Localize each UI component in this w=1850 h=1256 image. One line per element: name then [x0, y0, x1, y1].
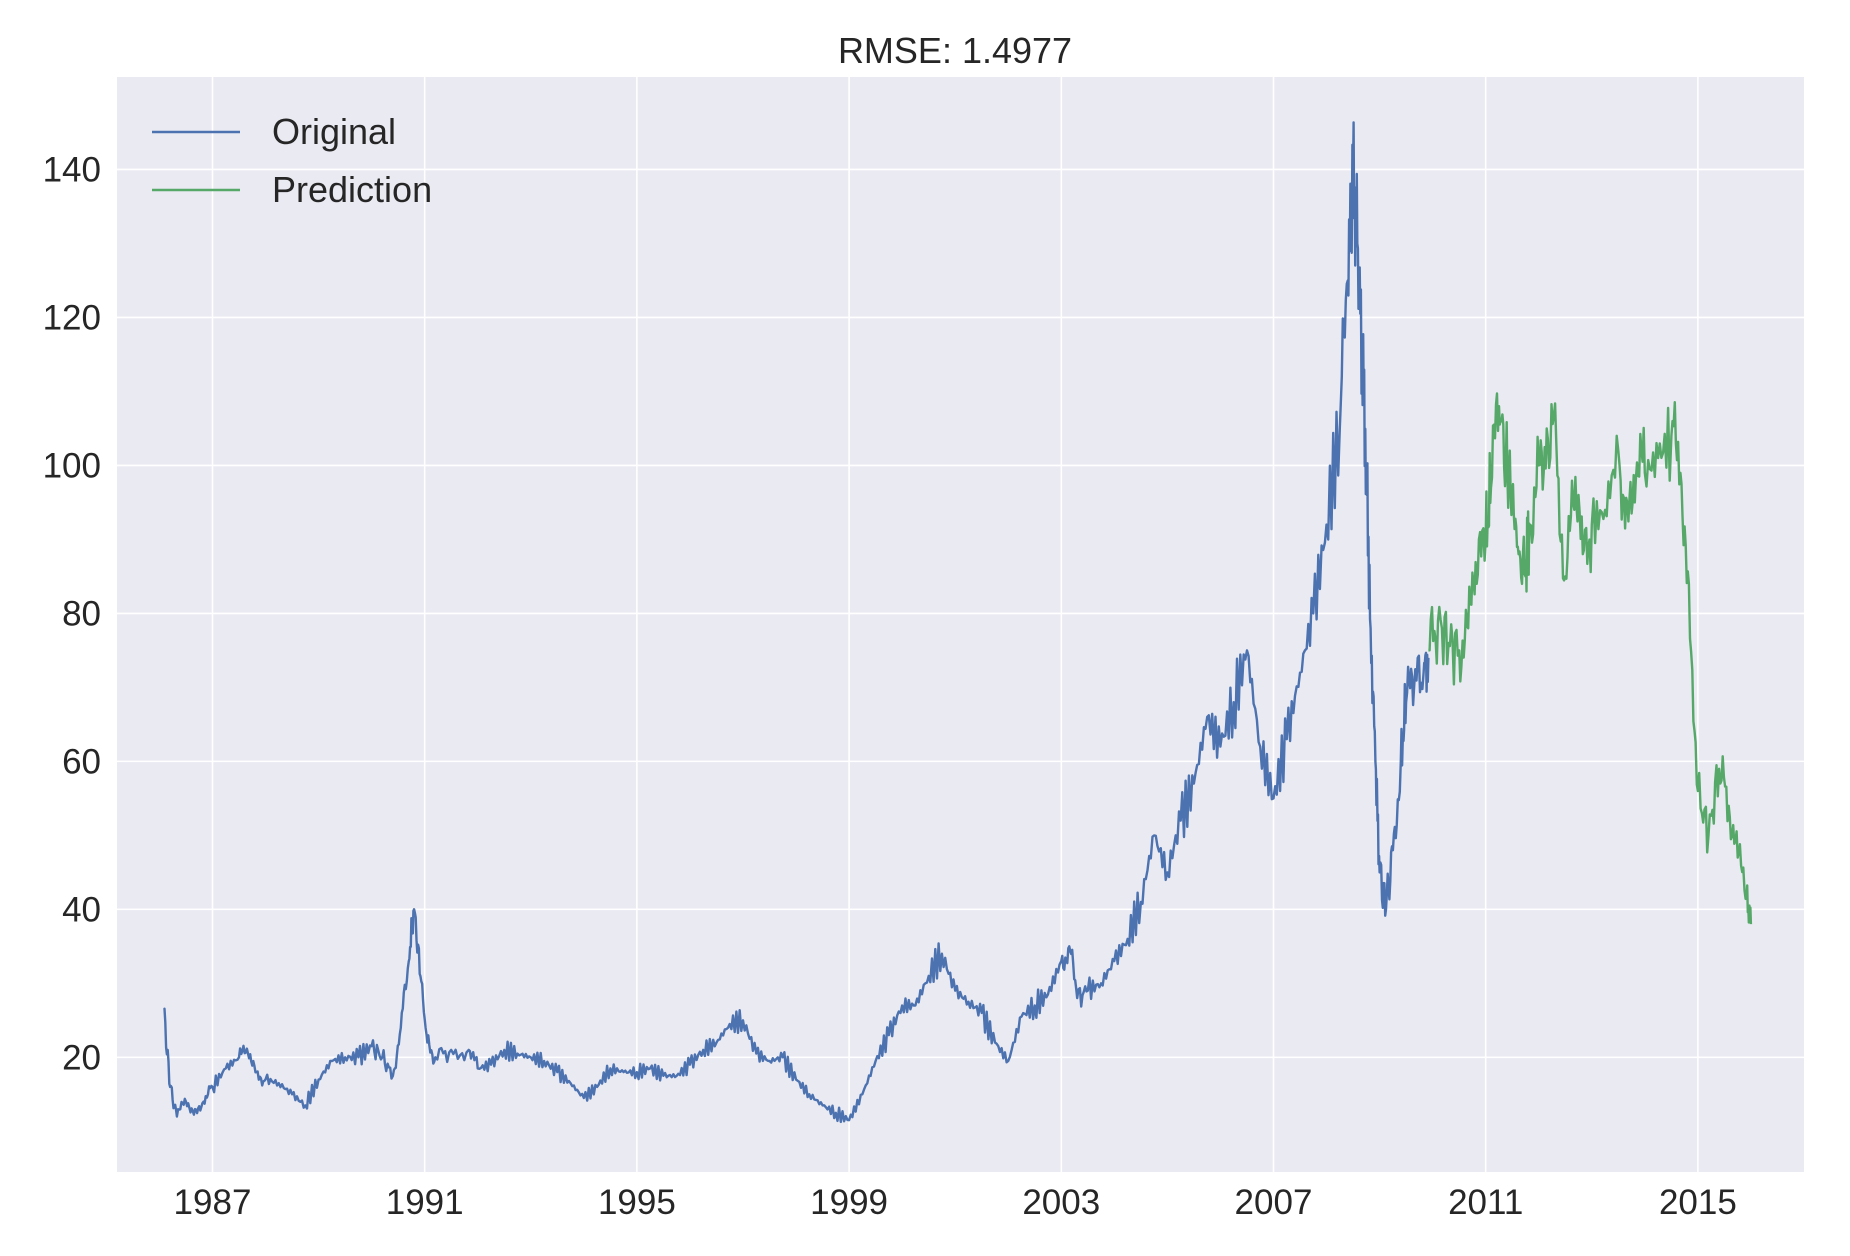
y-tick-label: 20 — [62, 1038, 101, 1077]
legend-label-prediction: Prediction — [272, 169, 432, 210]
x-tick-label: 2007 — [1235, 1183, 1313, 1222]
chart-title: RMSE: 1.4977 — [838, 30, 1072, 71]
legend: Original Prediction — [152, 111, 432, 210]
x-tick-label: 1995 — [598, 1183, 676, 1222]
x-tick-label: 2015 — [1659, 1183, 1737, 1222]
series-line-original — [163, 121, 1430, 1124]
x-tick-label: 2011 — [1448, 1183, 1523, 1222]
y-tick-label: 60 — [62, 742, 101, 781]
y-tick-label: 100 — [43, 446, 101, 485]
series-line-prediction — [1428, 392, 1753, 925]
legend-label-original: Original — [272, 111, 396, 152]
x-axis-ticks: 1987 1991 1995 1999 2003 2007 2011 2015 — [174, 1183, 1737, 1222]
plot-area — [117, 77, 1804, 1172]
y-axis-ticks: 20 40 60 80 100 120 140 — [43, 150, 101, 1077]
x-tick-label: 2003 — [1022, 1183, 1100, 1222]
x-tick-label: 1991 — [386, 1183, 464, 1222]
gridlines — [117, 77, 1804, 1172]
series-layer — [163, 121, 1753, 1124]
y-tick-label: 120 — [43, 298, 101, 337]
y-tick-label: 80 — [62, 594, 101, 633]
y-tick-label: 140 — [43, 150, 101, 189]
x-tick-label: 1987 — [174, 1183, 252, 1222]
x-tick-label: 1999 — [810, 1183, 888, 1222]
y-tick-label: 40 — [62, 890, 101, 929]
